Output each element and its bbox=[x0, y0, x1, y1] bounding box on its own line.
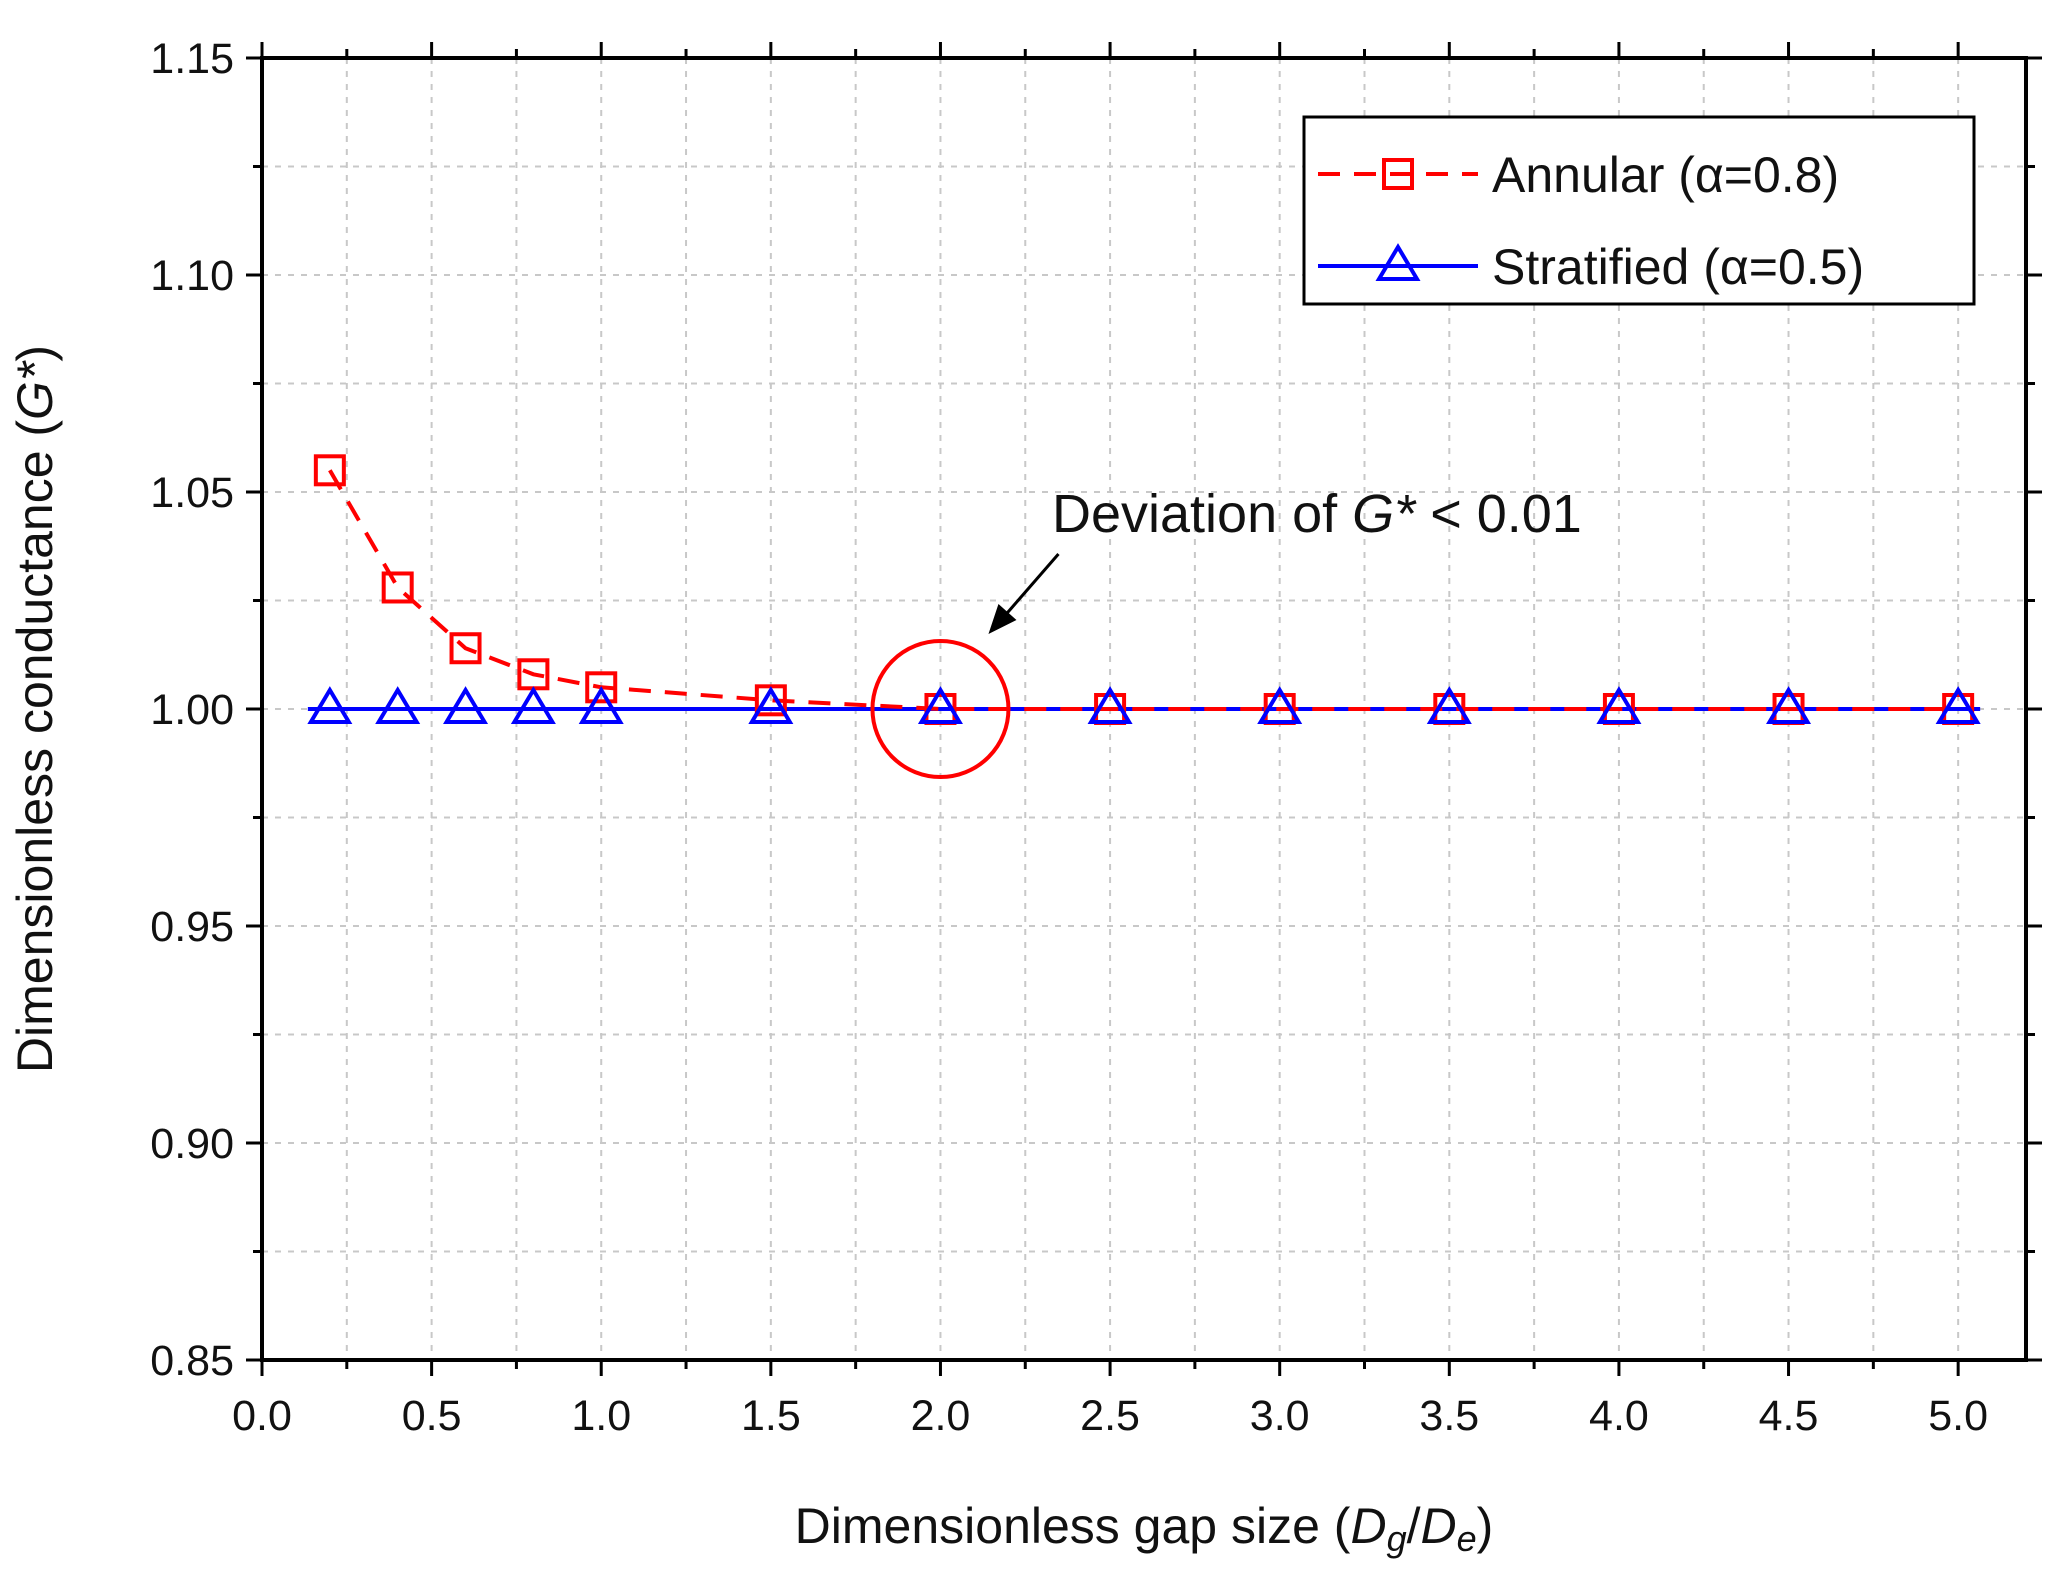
y-tick-label: 0.85 bbox=[150, 1337, 234, 1385]
annotation-text-symbol: G* bbox=[1352, 484, 1417, 544]
marker-annular bbox=[381, 571, 414, 604]
legend-marker-stratified bbox=[1375, 243, 1421, 281]
marker-stratified bbox=[1426, 686, 1472, 724]
legend-entry-stratified: Stratified (α=0.5) bbox=[1318, 239, 1864, 295]
marker-annular bbox=[449, 632, 482, 665]
legend: Annular (α=0.8) Stratified (α=0.5) bbox=[1302, 115, 1976, 306]
y-axis-title-close: ) bbox=[7, 345, 63, 362]
y-tick-label: 0.90 bbox=[150, 1120, 234, 1168]
annotation-text-lead: Deviation of bbox=[1052, 484, 1352, 544]
x-tick-label: 3.0 bbox=[1250, 1392, 1310, 1440]
series-layer bbox=[307, 454, 1981, 725]
legend-entry-annular: Annular (α=0.8) bbox=[1318, 147, 1839, 203]
x-axis-title-de: D bbox=[1421, 1498, 1457, 1554]
x-tick-label: 1.0 bbox=[571, 1392, 631, 1440]
marker-stratified bbox=[917, 686, 963, 724]
x-axis-title-dg-sub: g bbox=[1387, 1518, 1407, 1559]
marker-stratified bbox=[1257, 686, 1303, 724]
legend-label-stratified: Stratified (α=0.5) bbox=[1492, 239, 1864, 295]
annotation-circle bbox=[870, 639, 1011, 779]
marker-stratified bbox=[1596, 686, 1642, 724]
x-axis-title-slash: / bbox=[1407, 1498, 1421, 1554]
axis-ticks: 0.85 0.90 0.95 1.00 1.05 1.10 1.15 0.0 0.5 1.0 1.5… bbox=[150, 35, 2042, 1440]
series-line-annular bbox=[328, 469, 1959, 711]
x-tick-label: 2.5 bbox=[1080, 1392, 1140, 1440]
y-axis-title-text: Dimensionless conductance ( bbox=[7, 420, 63, 1073]
x-axis-title-dg: D bbox=[1350, 1498, 1386, 1554]
marker-stratified bbox=[748, 686, 794, 724]
marker-stratified bbox=[307, 686, 353, 724]
marker-stratified bbox=[1766, 686, 1812, 724]
x-axis-title-de-sub: e bbox=[1457, 1518, 1477, 1559]
marker-annular bbox=[313, 454, 346, 487]
x-tick-label: 4.0 bbox=[1589, 1392, 1649, 1440]
y-tick-label: 1.10 bbox=[150, 252, 234, 300]
x-tick-label: 4.5 bbox=[1759, 1392, 1819, 1440]
annotation-text-tail: < 0.01 bbox=[1415, 484, 1582, 544]
x-tick-label: 5.0 bbox=[1928, 1392, 1988, 1440]
annotation-text: Deviation of G* < 0.01 bbox=[1052, 484, 1582, 544]
legend-marker-annular bbox=[1382, 158, 1414, 190]
y-tick-label: 1.15 bbox=[150, 35, 234, 83]
legend-label-annular: Annular (α=0.8) bbox=[1492, 147, 1839, 203]
x-tick-label: 0.0 bbox=[232, 1392, 292, 1440]
annotation bbox=[870, 553, 1060, 779]
marker-stratified bbox=[375, 686, 421, 724]
y-tick-label: 1.00 bbox=[150, 686, 234, 734]
marker-stratified bbox=[1087, 686, 1133, 724]
annotation-arrow-head bbox=[988, 604, 1017, 634]
annotation-arrow-shaft bbox=[997, 553, 1060, 624]
y-tick-label: 0.95 bbox=[150, 903, 234, 951]
y-tick-label: 1.05 bbox=[150, 469, 234, 517]
marker-annular bbox=[585, 671, 618, 704]
x-axis-title-close: ) bbox=[1477, 1498, 1494, 1554]
legend-box bbox=[1302, 115, 1976, 306]
x-axis-title-text: Dimensionless gap size ( bbox=[795, 1498, 1351, 1554]
x-tick-label: 1.5 bbox=[741, 1392, 801, 1440]
marker-stratified bbox=[1935, 686, 1981, 724]
marker-stratified bbox=[443, 686, 489, 724]
x-tick-label: 3.5 bbox=[1419, 1392, 1479, 1440]
marker-stratified bbox=[510, 686, 556, 724]
x-tick-label: 2.0 bbox=[911, 1392, 971, 1440]
x-axis-title: Dimensionless gap size (Dg/De) bbox=[795, 1498, 1494, 1559]
marker-stratified bbox=[578, 686, 624, 724]
y-axis-title: Dimensionless conductance (G*) bbox=[7, 345, 63, 1073]
y-axis-title-symbol: G* bbox=[7, 360, 63, 420]
x-tick-label: 0.5 bbox=[402, 1392, 462, 1440]
